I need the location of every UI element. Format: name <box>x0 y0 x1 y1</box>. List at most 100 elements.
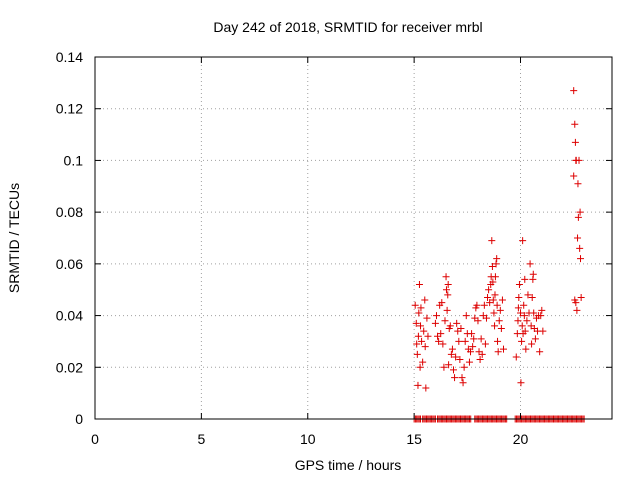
data-point <box>459 379 467 387</box>
data-point <box>431 319 439 327</box>
data-point <box>449 366 457 374</box>
data-point <box>443 306 451 314</box>
data-point <box>531 335 539 343</box>
x-tick-label: 10 <box>300 431 316 447</box>
data-point <box>493 255 501 263</box>
data-point <box>418 337 426 345</box>
data-point <box>489 296 497 304</box>
data-point <box>438 299 446 307</box>
data-point <box>474 317 482 325</box>
data-point <box>444 291 452 299</box>
data-point <box>518 322 526 330</box>
data-point <box>574 213 582 221</box>
data-point <box>417 322 425 330</box>
data-point <box>490 309 498 317</box>
data-point <box>528 340 536 348</box>
y-tick-label: 0.04 <box>56 308 83 324</box>
data-point <box>432 312 440 320</box>
data-point <box>517 309 525 317</box>
data-point <box>442 273 450 281</box>
data-point <box>515 281 523 289</box>
data-point <box>521 327 529 335</box>
data-point <box>512 353 520 361</box>
data-point <box>577 255 585 263</box>
data-point <box>462 312 470 320</box>
data-point <box>497 325 505 332</box>
data-point <box>469 343 477 351</box>
data-point <box>461 337 469 345</box>
data-point <box>573 306 581 314</box>
data-point <box>445 361 453 369</box>
x-tick-label: 20 <box>513 431 529 447</box>
data-point <box>577 293 585 301</box>
data-point <box>530 309 538 317</box>
data-point <box>477 335 485 343</box>
data-point <box>498 296 506 304</box>
data-point <box>411 301 419 309</box>
y-tick-label: 0.12 <box>56 101 83 117</box>
x-tick-label: 0 <box>91 431 99 447</box>
data-point <box>526 260 534 268</box>
data-point <box>485 286 493 294</box>
data-point <box>412 319 420 327</box>
data-point <box>414 381 422 389</box>
data-point <box>491 322 499 330</box>
data-point <box>515 293 523 301</box>
data-point <box>415 281 423 289</box>
data-point <box>465 358 473 366</box>
data-point <box>458 374 466 382</box>
data-point <box>575 156 583 164</box>
data-point <box>421 296 429 304</box>
data-point <box>455 337 463 345</box>
data-point <box>572 299 580 307</box>
data-point <box>523 317 531 325</box>
y-tick-label: 0 <box>75 411 83 427</box>
data-point <box>499 345 507 353</box>
data-point <box>489 278 497 286</box>
data-point <box>476 356 484 364</box>
data-point <box>574 234 582 242</box>
data-point <box>456 356 464 364</box>
data-point <box>413 340 421 348</box>
data-point <box>529 270 537 278</box>
data-point <box>423 314 431 322</box>
data-point <box>576 208 584 216</box>
data-point <box>470 335 478 343</box>
data-point <box>416 363 424 371</box>
data-point <box>484 293 492 301</box>
plot-frame <box>94 56 613 420</box>
data-point <box>574 180 582 188</box>
data-point <box>495 317 503 325</box>
data-point <box>448 345 456 353</box>
y-axis-label: SRMTID / TECUs <box>6 183 22 293</box>
data-point <box>440 363 448 371</box>
data-point <box>494 348 502 356</box>
grid <box>95 57 612 419</box>
data-point <box>528 293 536 301</box>
data-point <box>576 244 584 252</box>
data-point <box>442 286 450 294</box>
data-point <box>514 304 522 312</box>
ticks <box>94 56 612 420</box>
data-point <box>518 337 526 345</box>
data-point <box>494 337 502 345</box>
data-point <box>538 306 546 314</box>
y-tick-label: 0.02 <box>56 359 83 375</box>
data-point <box>424 332 432 340</box>
data-point <box>419 358 427 366</box>
data-point <box>491 291 499 299</box>
x-axis-label: GPS time / hours <box>295 457 402 473</box>
data-point <box>417 304 425 312</box>
chart-title: Day 242 of 2018, SRMTID for receiver mrb… <box>213 19 482 35</box>
data-point <box>481 340 489 348</box>
y-tick-label: 0.1 <box>64 152 84 168</box>
data-point <box>422 384 430 392</box>
data-point <box>539 327 547 335</box>
data-point <box>439 340 447 348</box>
data-point <box>451 374 459 382</box>
data-point <box>452 353 460 361</box>
data-point <box>493 301 501 309</box>
data-point <box>467 348 475 356</box>
data-point <box>488 262 496 270</box>
data-point <box>521 275 529 283</box>
